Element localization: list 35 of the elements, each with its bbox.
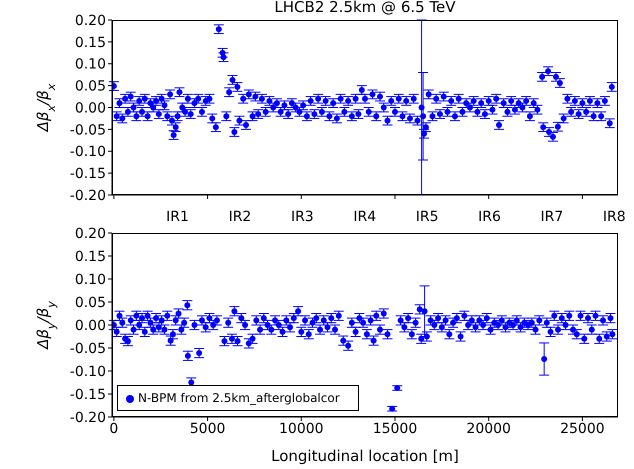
y-tick-label: 0.00 xyxy=(74,100,106,116)
x-tick-label: 25000 xyxy=(560,420,605,437)
y-tick-label: -0.10 xyxy=(70,144,106,160)
text: IR4 xyxy=(344,209,385,225)
legend-label: N-BPM from 2.5km_afterglobalcor xyxy=(138,391,340,405)
y-tick-label: 0.15 xyxy=(74,248,106,265)
x-tick-label: 15000 xyxy=(372,420,418,437)
text: IR3 xyxy=(282,209,322,225)
y-tick-label: -0.10 xyxy=(70,364,106,380)
y-tick-label: -0.05 xyxy=(70,340,106,357)
x-tick-label: 20000 xyxy=(466,420,511,437)
y-tick-label: 0.05 xyxy=(74,294,106,311)
y-tick-label: -0.15 xyxy=(70,386,106,403)
y-tick-label: 0.10 xyxy=(74,272,106,288)
y-tick-label: 0.00 xyxy=(74,318,106,334)
y-tick-label: -0.20 xyxy=(70,410,106,426)
y-tick-label: 0.15 xyxy=(74,34,106,51)
x-tick-label: 5000 xyxy=(190,420,226,437)
text: IR5 xyxy=(407,209,448,225)
x-axis-title: Longitudinal location [m] xyxy=(271,447,459,465)
y-tick-label: -0.20 xyxy=(70,188,106,204)
text: IR1 xyxy=(158,209,198,225)
y-tick-label: 0.10 xyxy=(74,56,106,73)
chart-title: LHCB2 2.5km @ 6.5 TeV xyxy=(273,0,457,16)
text: IR7 xyxy=(532,209,572,225)
text: IR6 xyxy=(470,209,510,225)
y-tick-label: -0.15 xyxy=(70,166,106,182)
text: IR2 xyxy=(220,209,260,225)
y-tick-label: 0.20 xyxy=(74,226,106,242)
y-tick-label: -0.05 xyxy=(70,122,106,138)
x-tick-label: 0 xyxy=(109,420,118,437)
y-tick-label: 0.05 xyxy=(74,78,106,95)
text: IR8 xyxy=(594,209,634,225)
x-tick-label: 10000 xyxy=(279,420,324,437)
y-tick-label: 0.20 xyxy=(74,12,106,29)
